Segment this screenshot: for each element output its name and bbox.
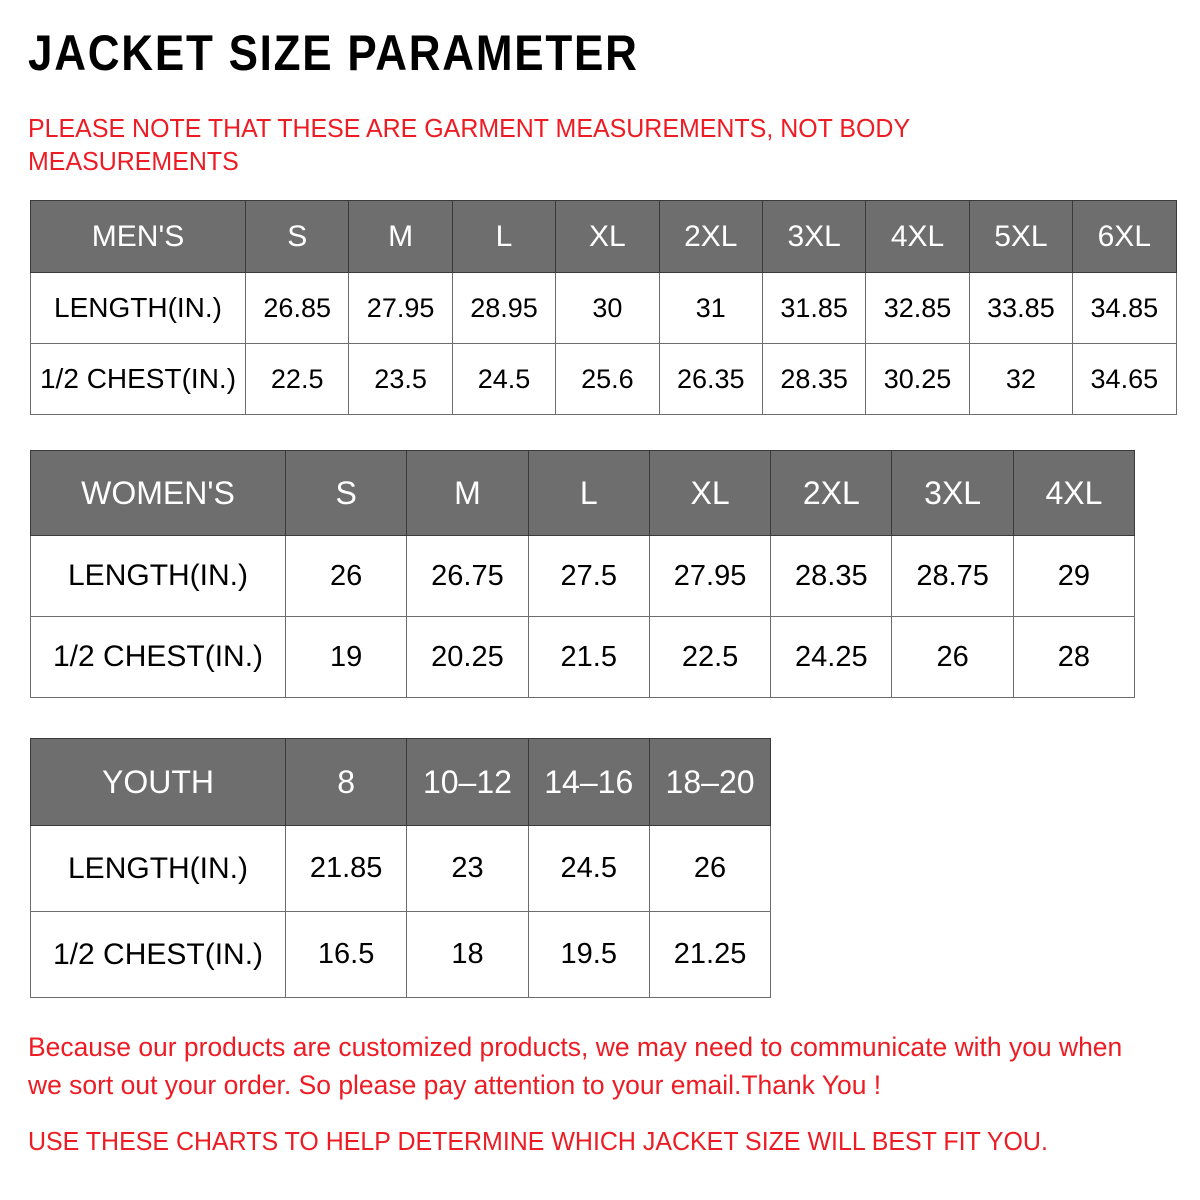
mens-chest-3: 25.6 <box>555 343 660 415</box>
mens-length-3: 30 <box>555 272 660 344</box>
mens-length-4: 31 <box>658 272 763 344</box>
youth-table-label: YOUTH <box>30 738 286 826</box>
mens-size-header-0: S <box>244 200 350 273</box>
mens-length-0: 26.85 <box>244 272 350 344</box>
womens-size-header-2: L <box>527 450 650 536</box>
youth-chest-0: 16.5 <box>284 911 408 998</box>
womens-chest-5: 26 <box>891 616 1014 698</box>
womens-size-table: WOMEN'S S M L XL 2XL 3XL 4XL LENGTH(IN.)… <box>30 450 1136 698</box>
mens-chest-1: 23.5 <box>348 343 453 415</box>
youth-size-table: YOUTH 8 10–12 14–16 18–20 LENGTH(IN.) 21… <box>30 738 772 998</box>
youth-table-head: YOUTH 8 10–12 14–16 18–20 <box>30 738 772 826</box>
table-row: 1/2 CHEST(IN.) 22.5 23.5 24.5 25.6 26.35… <box>30 343 1177 415</box>
womens-length-4: 28.35 <box>770 535 893 617</box>
mens-table-body: LENGTH(IN.) 26.85 27.95 28.95 30 31 31.8… <box>30 272 1177 415</box>
mens-chest-8: 34.65 <box>1072 343 1177 415</box>
youth-chest-3: 21.25 <box>648 911 772 998</box>
womens-size-header-0: S <box>284 450 408 536</box>
table-row: 1/2 CHEST(IN.) 16.5 18 19.5 21.25 <box>30 911 772 998</box>
youth-length-1: 23 <box>406 825 529 912</box>
mens-row-label-chest: 1/2 CHEST(IN.) <box>30 343 246 415</box>
youth-size-header-1: 10–12 <box>406 738 529 826</box>
youth-chest-1: 18 <box>406 911 529 998</box>
womens-chest-6: 28 <box>1012 616 1136 698</box>
chart-usage-note: USE THESE CHARTS TO HELP DETERMINE WHICH… <box>28 1126 1048 1156</box>
womens-length-6: 29 <box>1012 535 1136 617</box>
womens-table-body: LENGTH(IN.) 26 26.75 27.5 27.95 28.35 28… <box>30 535 1136 698</box>
youth-chest-2: 19.5 <box>527 911 650 998</box>
mens-size-header-7: 5XL <box>968 200 1074 273</box>
mens-chest-4: 26.35 <box>658 343 763 415</box>
mens-chest-2: 24.5 <box>451 343 557 415</box>
youth-size-header-2: 14–16 <box>527 738 650 826</box>
womens-size-header-3: XL <box>648 450 772 536</box>
youth-length-3: 26 <box>648 825 772 912</box>
mens-size-header-3: XL <box>555 200 660 273</box>
womens-chest-1: 20.25 <box>406 616 529 698</box>
youth-size-header-0: 8 <box>284 738 408 826</box>
mens-size-header-6: 4XL <box>865 200 970 273</box>
womens-table-head: WOMEN'S S M L XL 2XL 3XL 4XL <box>30 450 1136 536</box>
mens-row-label-length: LENGTH(IN.) <box>30 272 246 344</box>
youth-row-label-chest: 1/2 CHEST(IN.) <box>30 911 286 998</box>
womens-length-0: 26 <box>284 535 408 617</box>
womens-size-header-6: 4XL <box>1012 450 1136 536</box>
womens-length-2: 27.5 <box>527 535 650 617</box>
table-row: 1/2 CHEST(IN.) 19 20.25 21.5 22.5 24.25 … <box>30 616 1136 698</box>
youth-size-header-3: 18–20 <box>648 738 772 826</box>
garment-measurement-note: PLEASE NOTE THAT THESE ARE GARMENT MEASU… <box>28 113 910 176</box>
mens-chest-5: 28.35 <box>761 343 867 415</box>
mens-chest-6: 30.25 <box>865 343 970 415</box>
table-row: LENGTH(IN.) 26 26.75 27.5 27.95 28.35 28… <box>30 535 1136 617</box>
mens-size-header-8: 6XL <box>1072 200 1177 273</box>
womens-chest-4: 24.25 <box>770 616 893 698</box>
mens-size-header-1: M <box>348 200 453 273</box>
womens-chest-0: 19 <box>284 616 408 698</box>
mens-chest-0: 22.5 <box>244 343 350 415</box>
mens-chest-7: 32 <box>968 343 1074 415</box>
womens-table-label: WOMEN'S <box>30 450 286 536</box>
youth-header-row: YOUTH 8 10–12 14–16 18–20 <box>30 738 772 826</box>
mens-length-7: 33.85 <box>968 272 1074 344</box>
womens-length-5: 28.75 <box>891 535 1014 617</box>
womens-chest-2: 21.5 <box>527 616 650 698</box>
table-row: LENGTH(IN.) 26.85 27.95 28.95 30 31 31.8… <box>30 272 1177 344</box>
womens-header-row: WOMEN'S S M L XL 2XL 3XL 4XL <box>30 450 1136 536</box>
mens-size-header-2: L <box>451 200 557 273</box>
womens-chest-3: 22.5 <box>648 616 772 698</box>
customization-note: Because our products are customized prod… <box>28 1032 1123 1100</box>
mens-size-table: MEN'S S M L XL 2XL 3XL 4XL 5XL 6XL LENGT… <box>30 200 1177 415</box>
youth-length-2: 24.5 <box>527 825 650 912</box>
womens-size-header-5: 3XL <box>891 450 1014 536</box>
mens-size-header-5: 3XL <box>761 200 867 273</box>
womens-size-header-1: M <box>406 450 529 536</box>
mens-length-8: 34.85 <box>1072 272 1177 344</box>
mens-length-5: 31.85 <box>761 272 867 344</box>
womens-row-label-chest: 1/2 CHEST(IN.) <box>30 616 286 698</box>
mens-length-6: 32.85 <box>865 272 970 344</box>
youth-table-body: LENGTH(IN.) 21.85 23 24.5 26 1/2 CHEST(I… <box>30 825 772 998</box>
page-title: JACKET SIZE PARAMETER <box>28 25 639 81</box>
youth-row-label-length: LENGTH(IN.) <box>30 825 286 912</box>
mens-table-label: MEN'S <box>30 200 246 273</box>
womens-length-1: 26.75 <box>406 535 529 617</box>
mens-header-row: MEN'S S M L XL 2XL 3XL 4XL 5XL 6XL <box>30 200 1177 273</box>
mens-length-2: 28.95 <box>451 272 557 344</box>
mens-size-header-4: 2XL <box>658 200 763 273</box>
table-row: LENGTH(IN.) 21.85 23 24.5 26 <box>30 825 772 912</box>
womens-row-label-length: LENGTH(IN.) <box>30 535 286 617</box>
womens-size-header-4: 2XL <box>770 450 893 536</box>
youth-length-0: 21.85 <box>284 825 408 912</box>
womens-length-3: 27.95 <box>648 535 772 617</box>
mens-table-head: MEN'S S M L XL 2XL 3XL 4XL 5XL 6XL <box>30 200 1177 273</box>
mens-length-1: 27.95 <box>348 272 453 344</box>
